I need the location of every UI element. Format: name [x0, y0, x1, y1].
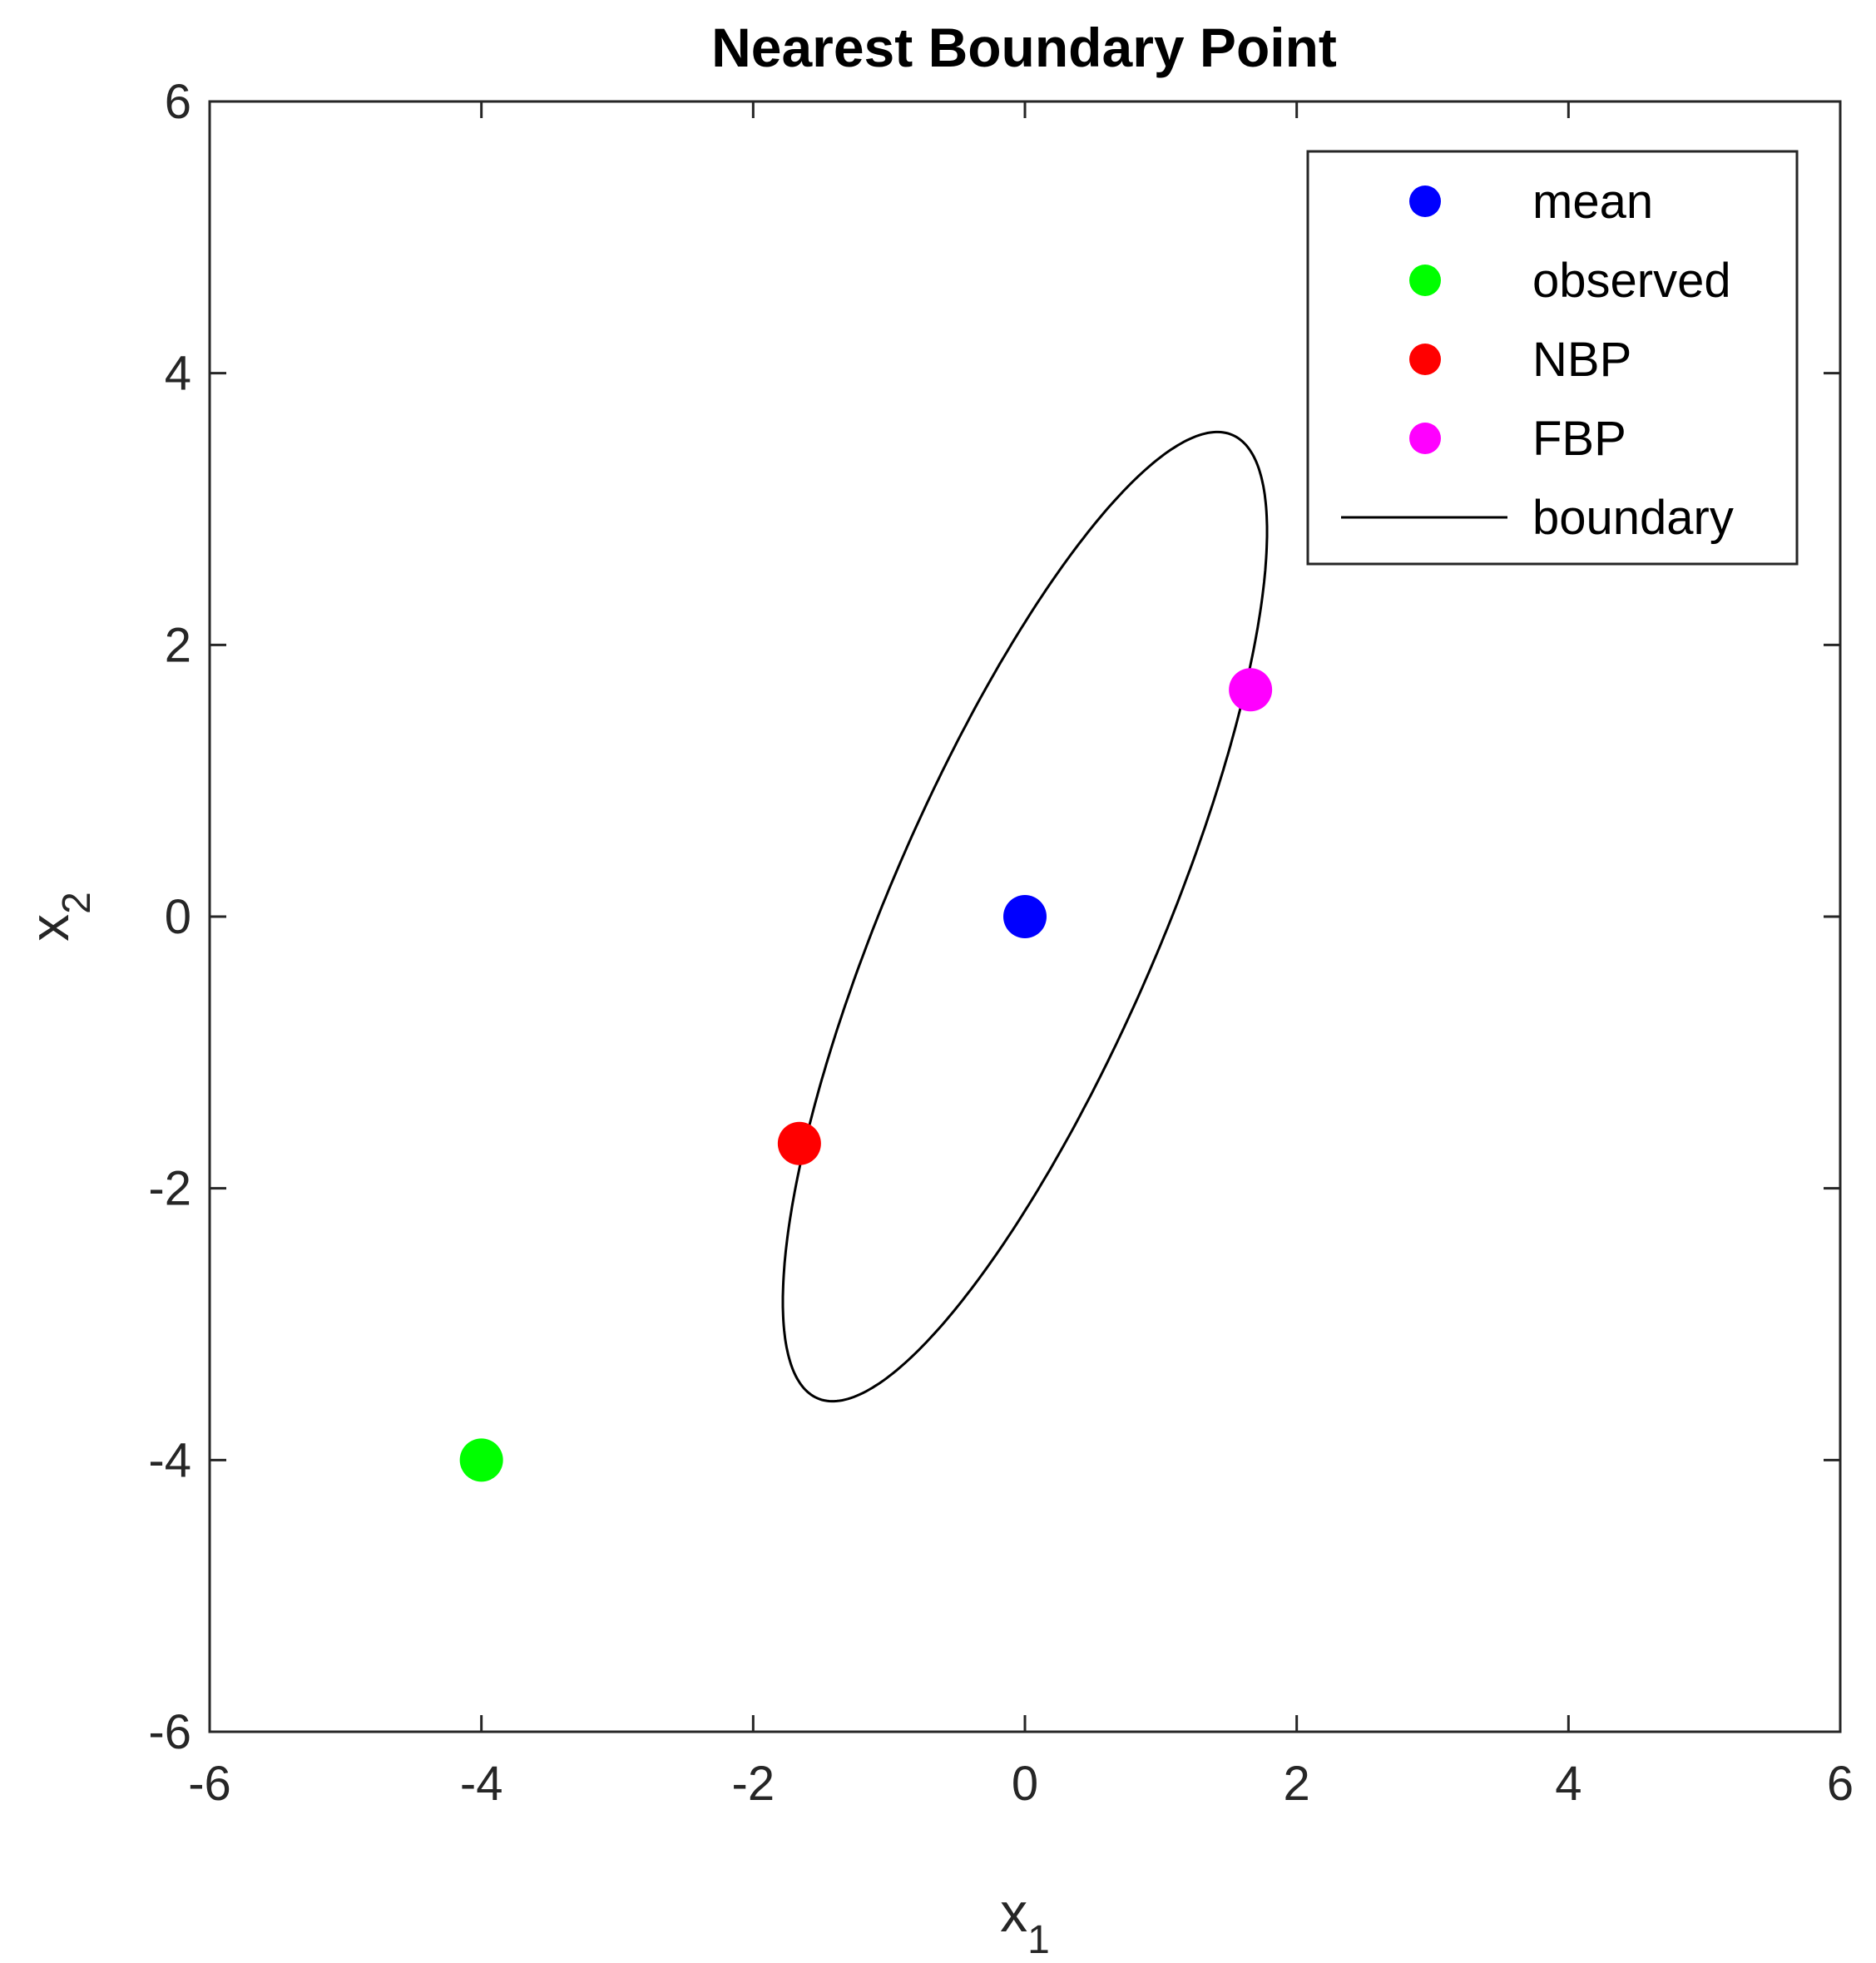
x-axis-label-base: x [1000, 1881, 1027, 1943]
legend-label-observed: observed [1532, 254, 1731, 308]
legend-marker-mean [1409, 185, 1441, 217]
y-tick-label: -2 [148, 1162, 191, 1216]
x-tick-label: 4 [1555, 1757, 1581, 1811]
legend: mean observed NBP FBP boundary [1306, 150, 1799, 566]
tick-labels: -6 -4 -2 0 2 4 6 -6 -4 -2 0 2 4 6 [148, 75, 1854, 1811]
y-axis-label-base: x [18, 914, 80, 942]
ticks [208, 100, 1842, 1733]
legend-marker-nbp [1409, 344, 1441, 375]
chart-title: Nearest Boundary Point [711, 17, 1337, 78]
legend-label-nbp: NBP [1532, 333, 1631, 387]
y-tick-label: 2 [165, 618, 191, 672]
point-mean [1003, 895, 1047, 938]
legend-label-mean: mean [1532, 175, 1653, 229]
y-tick-label: -4 [148, 1433, 191, 1487]
x-tick-label: 6 [1827, 1757, 1854, 1811]
y-tick-label: 6 [165, 75, 191, 129]
legend-label-boundary: boundary [1532, 491, 1734, 545]
y-tick-label: 0 [165, 890, 191, 944]
legend-box [1306, 150, 1799, 566]
boundary-curve [781, 430, 1269, 1403]
x-tick-label: 2 [1284, 1757, 1310, 1811]
x-tick-label: -6 [188, 1757, 231, 1811]
point-nbp [777, 1121, 821, 1165]
x-axis-label-subscript: 1 [1027, 1918, 1050, 1962]
data-points [459, 668, 1273, 1482]
x-tick-label: -2 [732, 1757, 775, 1811]
point-observed [459, 1438, 503, 1482]
x-tick-label: -4 [460, 1757, 503, 1811]
legend-label-fbp: FBP [1532, 412, 1626, 466]
y-axis-label: x2 [18, 892, 99, 942]
point-fbp [1229, 668, 1273, 712]
x-axis-label: x1 [1000, 1881, 1050, 1962]
x-tick-label: 0 [1012, 1757, 1038, 1811]
y-tick-label: 4 [165, 347, 191, 401]
y-tick-label: -6 [148, 1705, 191, 1759]
y-axis-label-subscript: 2 [55, 892, 99, 914]
legend-marker-fbp [1409, 423, 1441, 454]
legend-marker-observed [1409, 265, 1441, 296]
